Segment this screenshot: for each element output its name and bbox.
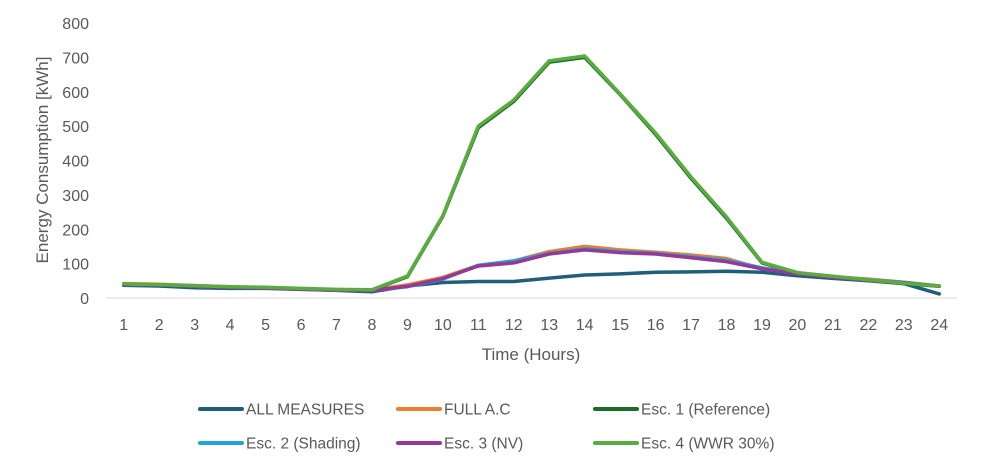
x-axis-ticks: 1 2 3 4 5 6 7 8 9 10 11 12 13 14 15 16 17 18 19 20 21 22 23 24 [119,317,948,334]
x-tick-label: 15 [611,317,629,334]
x-tick-label: 19 [753,317,771,334]
x-tick-label: 6 [297,317,306,334]
series-lines [121,54,942,296]
legend-item-6: Esc. 4 (WWR 30%) [593,436,774,453]
legend-label: FULL A.C [444,402,511,419]
y-tick-label: 800 [62,16,89,33]
x-axis-title: Time (Hours) [482,345,581,364]
x-tick-label: 17 [682,317,700,334]
x-tick-label: 24 [930,317,948,334]
x-tick-label: 10 [434,317,452,334]
y-tick-label: 100 [62,257,89,274]
y-tick-label: 300 [62,188,89,205]
legend: ALL MEASURES FULL A.C Esc. 1 (Reference) Es… [198,402,774,453]
y-tick-label: 200 [62,222,89,239]
x-tick-label: 8 [367,317,376,334]
legend-label: ALL MEASURES [246,402,364,419]
x-tick-label: 14 [576,317,594,334]
legend-label: Esc. 4 (WWR 30%) [641,436,774,453]
legend-item-5: Esc. 3 (NV) [396,436,523,453]
y-tick-label: 700 [62,50,89,67]
series-line-2 [121,244,942,292]
x-tick-label: 11 [470,317,487,334]
x-tick-label: 1 [119,317,128,334]
x-tick-label: 22 [859,317,877,334]
x-tick-label: 21 [824,317,842,334]
x-tick-label: 20 [789,317,807,334]
y-tick-label: 600 [62,85,89,102]
x-tick-label: 5 [261,317,270,334]
y-tick-label: 400 [62,154,89,171]
x-tick-label: 3 [190,317,199,334]
x-tick-label: 23 [895,317,913,334]
legend-label: Esc. 1 (Reference) [641,402,770,419]
x-tick-label: 4 [226,317,235,334]
series-line-6 [121,54,942,292]
legend-label: Esc. 2 (Shading) [246,436,361,453]
x-tick-label: 12 [505,317,523,334]
x-tick-label: 13 [540,317,558,334]
legend-item-4: Esc. 2 (Shading) [198,436,361,453]
legend-item-1: ALL MEASURES [198,402,364,419]
x-tick-label: 16 [647,317,665,334]
x-tick-label: 7 [332,317,341,334]
legend-label: Esc. 3 (NV) [444,436,523,453]
x-tick-label: 18 [718,317,736,334]
y-axis-ticks: 0 100 200 300 400 500 600 700 800 [62,16,89,308]
y-tick-label: 500 [62,119,89,136]
legend-item-3: Esc. 1 (Reference) [593,402,770,419]
y-axis-title: Energy Consumption [kWh] [33,57,52,264]
legend-item-2: FULL A.C [396,402,511,419]
x-tick-label: 9 [403,317,412,334]
y-tick-label: 0 [80,291,89,308]
x-tick-label: 2 [155,317,164,334]
